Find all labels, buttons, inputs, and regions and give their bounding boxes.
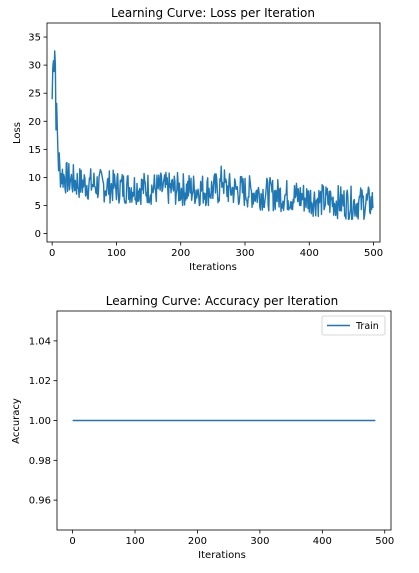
loss-x-axis: 0 100 200 300 400 500 [49, 242, 383, 259]
loss-x-tick-label: 400 [300, 248, 319, 259]
loss-x-tick-label: 200 [171, 248, 190, 259]
accuracy-chart-title: Learning Curve: Accuracy per Iteration [106, 294, 338, 308]
loss-plot-area [51, 50, 374, 221]
accuracy-chart: Learning Curve: Accuracy per Iteration 0… [11, 294, 394, 561]
accuracy-y-tick-label: 1.00 [29, 416, 51, 427]
loss-x-tick-label: 300 [235, 248, 254, 259]
accuracy-y-tick-label: 0.98 [29, 456, 51, 467]
loss-x-tick-label: 100 [107, 248, 126, 259]
accuracy-legend: Train [321, 315, 386, 336]
loss-y-tick-label: 30 [28, 61, 41, 72]
loss-x-tick-label: 0 [49, 248, 55, 259]
loss-y-tick-label: 20 [28, 117, 41, 128]
accuracy-y-tick-label: 0.96 [29, 496, 51, 507]
legend-box [321, 315, 386, 336]
accuracy-y-tick-label: 1.04 [29, 336, 51, 347]
loss-y-tick-label: 0 [35, 229, 41, 240]
accuracy-x-tick-label: 300 [250, 536, 269, 547]
accuracy-x-tick-label: 100 [125, 536, 144, 547]
accuracy-y-tick-label: 1.02 [29, 376, 51, 387]
loss-chart-title: Learning Curve: Loss per Iteration [111, 6, 315, 20]
accuracy-x-axis: 0 100 200 300 400 500 [69, 530, 394, 547]
loss-x-axis-label: Iterations [189, 262, 237, 273]
accuracy-y-axis-label: Accuracy [11, 398, 22, 444]
loss-y-axis-label: Loss [12, 122, 23, 144]
accuracy-x-axis-label: Iterations [198, 550, 246, 561]
accuracy-x-tick-label: 500 [375, 536, 394, 547]
legend-label-train: Train [355, 321, 379, 332]
loss-x-tick-label: 500 [364, 248, 383, 259]
loss-y-tick-label: 5 [35, 201, 41, 212]
loss-y-tick-label: 25 [28, 89, 41, 100]
accuracy-y-axis: 0.96 0.98 1.00 1.02 1.04 [29, 336, 57, 507]
loss-y-tick-label: 35 [28, 33, 41, 44]
accuracy-x-tick-label: 0 [69, 536, 75, 547]
loss-y-axis: 0 5 10 15 20 25 30 35 [28, 33, 47, 240]
loss-series-line [51, 50, 374, 221]
loss-y-tick-label: 10 [28, 173, 41, 184]
loss-chart: Learning Curve: Loss per Iteration 0 100 2… [12, 6, 383, 273]
loss-axes-frame [46, 22, 381, 243]
accuracy-x-tick-label: 400 [313, 536, 332, 547]
accuracy-x-tick-label: 200 [188, 536, 207, 547]
loss-y-tick-label: 15 [28, 145, 41, 156]
